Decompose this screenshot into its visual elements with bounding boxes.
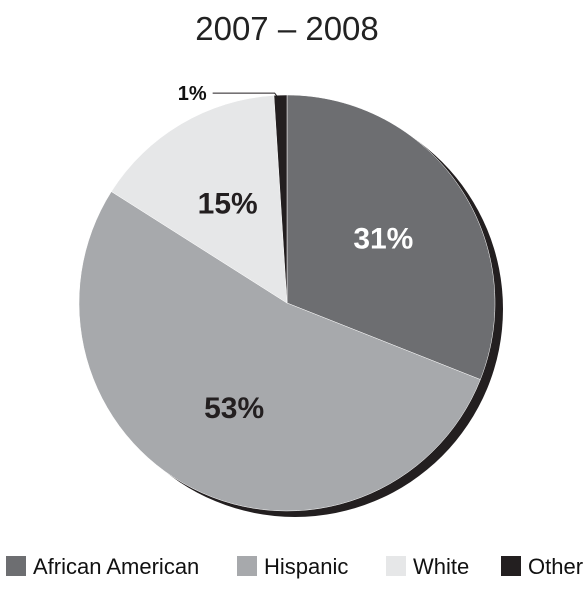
legend-label-hispanic: Hispanic [264,554,348,579]
pie-slice-white [111,95,288,304]
pie-slices [78,94,496,512]
slice-label-other: 1% [178,83,207,105]
legend-label-african-american: African American [33,554,199,579]
leader-line-other [212,92,282,102]
legend-item-white: White [386,554,469,579]
pie-slice-hispanic [78,191,481,512]
legend-item-african-american: African American [6,554,199,579]
legend-swatch-hispanic [237,556,257,576]
legend-item-hispanic: Hispanic [237,554,348,579]
slice-label-african-american: 31% [353,223,413,256]
legend-item-other: Other [501,554,583,579]
legend-swatch-african-american [6,556,26,576]
legend-swatch-white [386,556,406,576]
legend-swatch-other [501,556,521,576]
slice-labels: 31% 53% 15% 1% [178,83,414,425]
pie-slice-african-american [286,94,496,380]
slice-label-hispanic: 53% [204,392,264,425]
legend-label-white: White [413,554,469,579]
chart-title: 2007 – 2008 [195,10,379,47]
slice-label-white: 15% [198,188,258,221]
legend-label-other: Other [528,554,583,579]
pie-slice-other [273,94,288,304]
legend: African American Hispanic White Other [6,554,583,579]
